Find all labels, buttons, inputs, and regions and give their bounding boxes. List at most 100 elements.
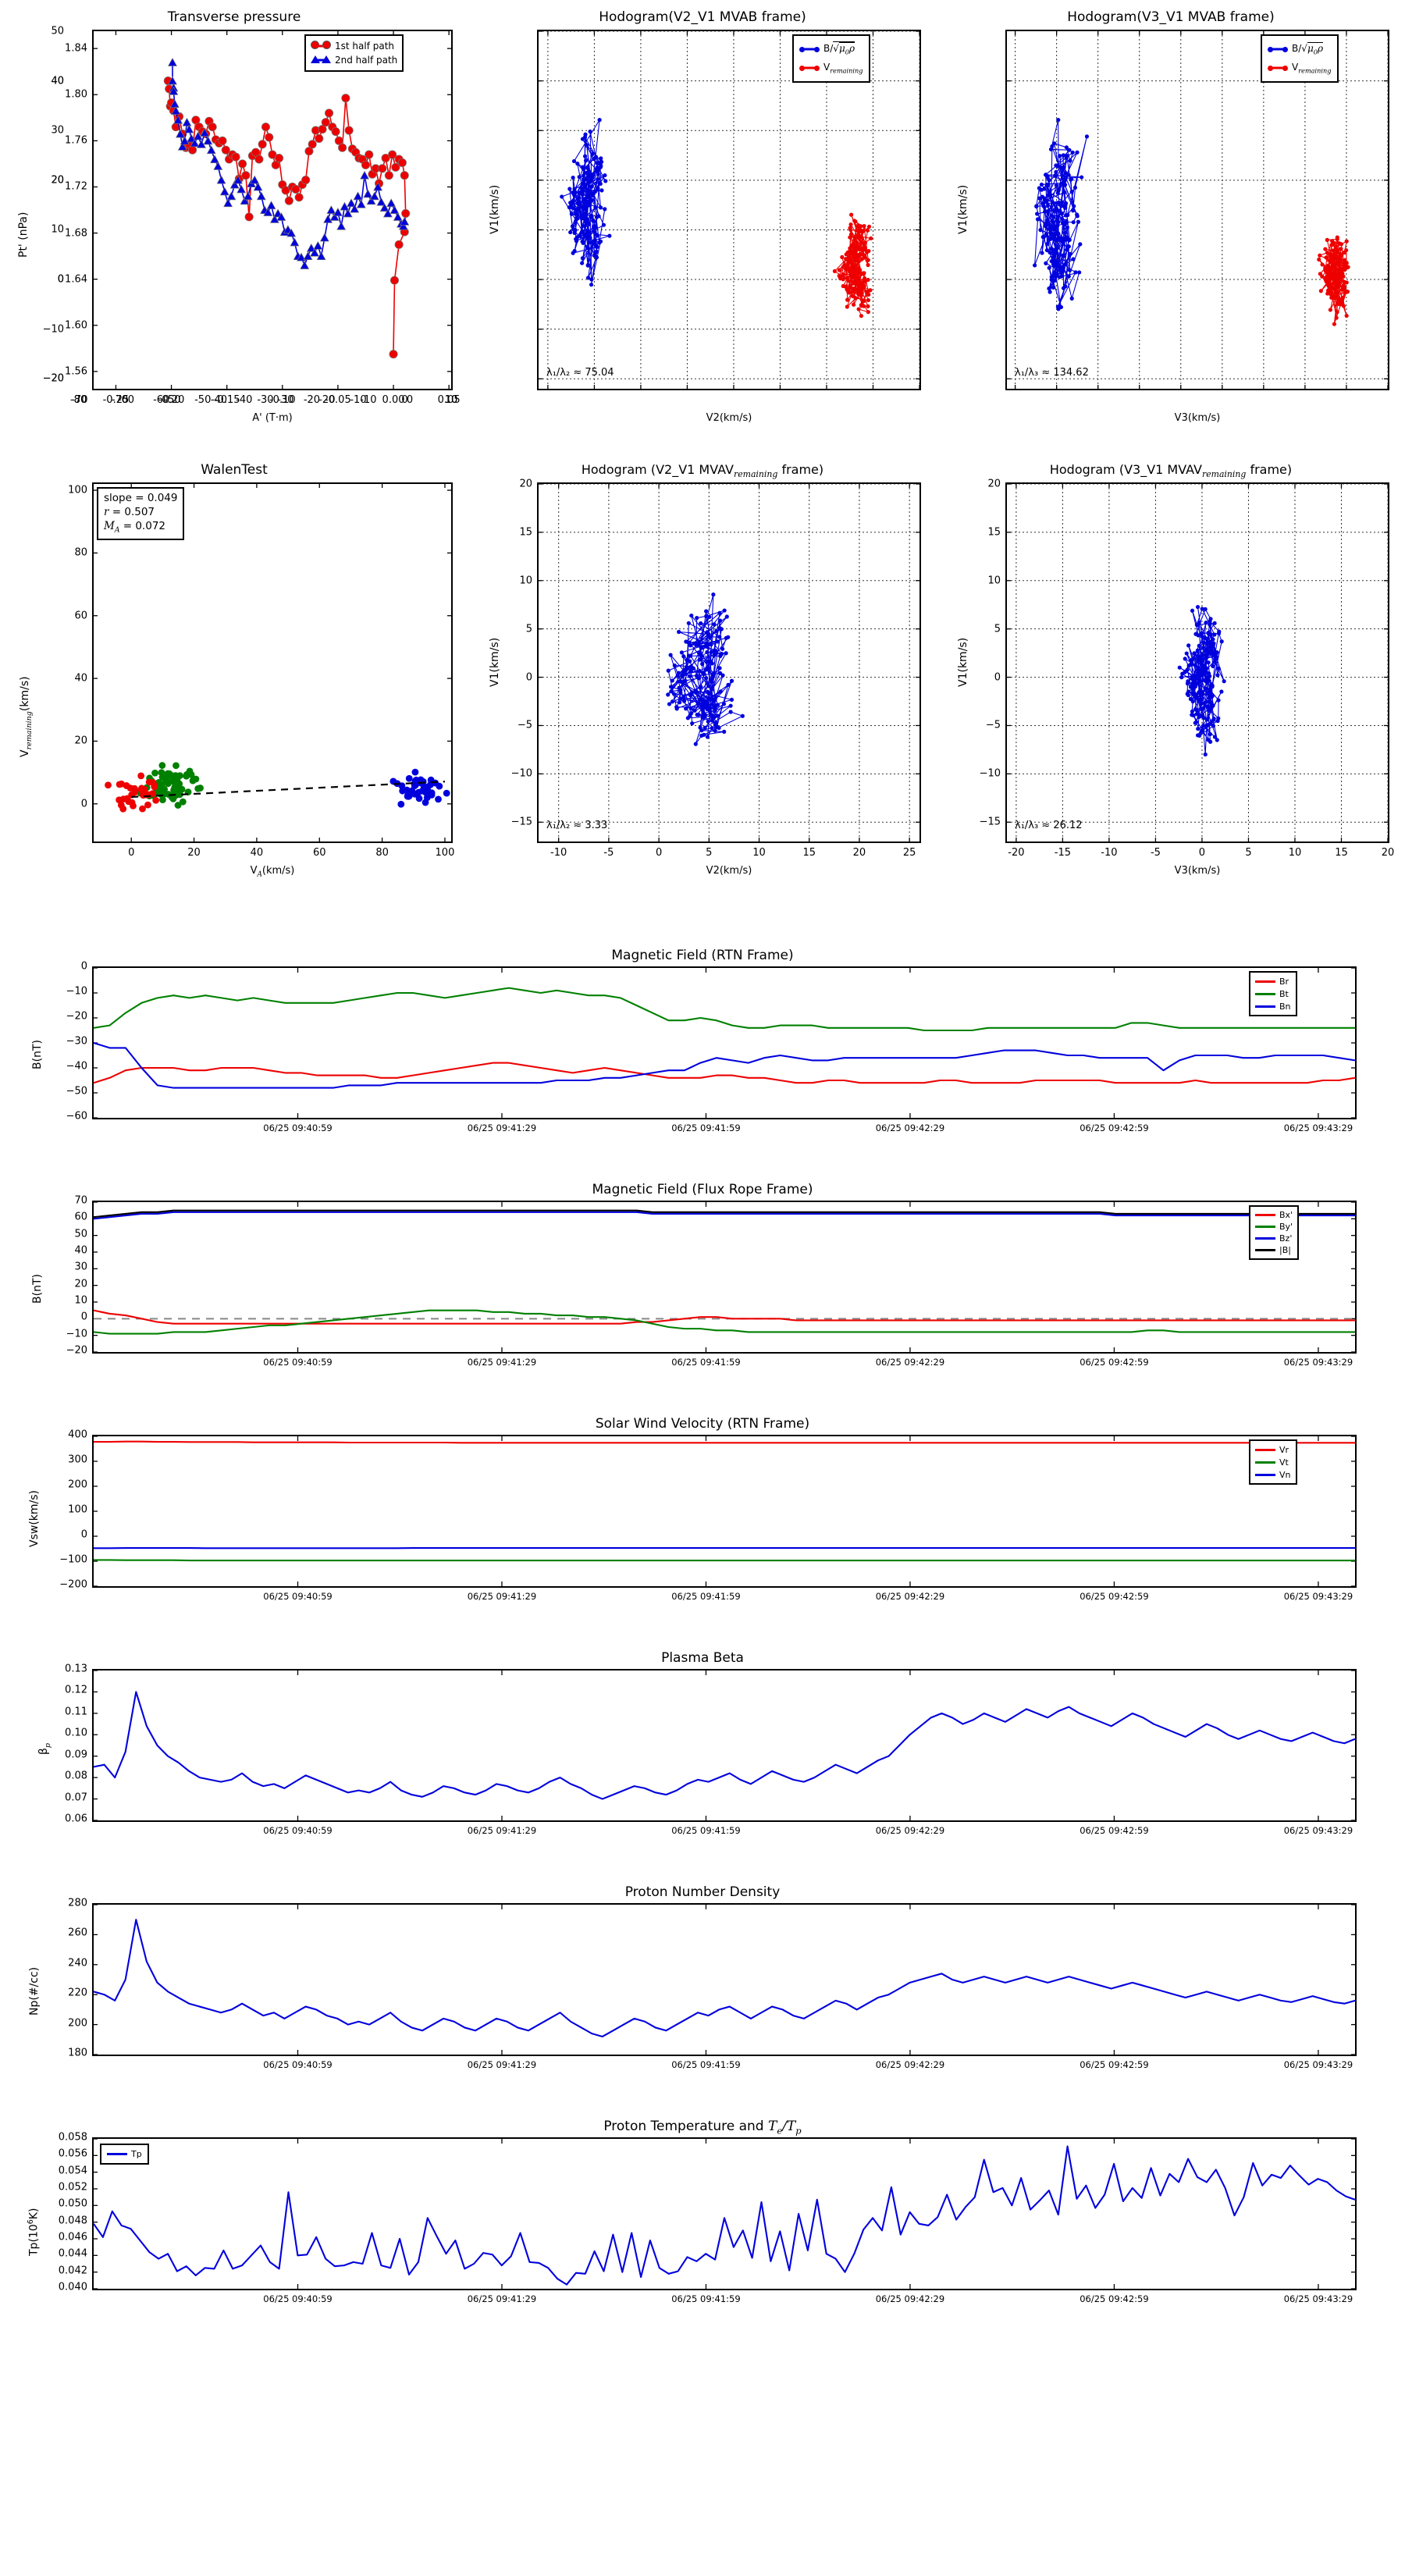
walen-test-data bbox=[94, 484, 451, 841]
alfven-mach-value: MA = 0.072 bbox=[104, 520, 165, 535]
axis-tick-label: 20 bbox=[51, 174, 64, 187]
axis-tick-label: −20 bbox=[42, 372, 64, 385]
axis-tick-label: 06/25 09:41:59 bbox=[671, 1591, 741, 1602]
axis-tick-label: 15 bbox=[802, 847, 816, 859]
axis-tick-label: 50 bbox=[74, 1228, 87, 1240]
legend-label: Vremaining bbox=[1292, 61, 1332, 75]
axis-tick-label: 06/25 09:41:29 bbox=[467, 1825, 537, 1836]
axis-tick-label: 06/25 09:41:59 bbox=[671, 1357, 741, 1368]
hodogram-v3v1-mvav-data bbox=[1007, 484, 1388, 841]
axis-tick-label: -50 bbox=[164, 394, 181, 406]
eigenvalue-ratio-annotation: λ₁/λ₃ ≈ 134.62 bbox=[1015, 367, 1089, 379]
axis-tick-label: 10 bbox=[51, 223, 64, 236]
axis-tick-label: 260 bbox=[68, 1927, 87, 1939]
axis-tick-label: 06/25 09:42:59 bbox=[1080, 1825, 1149, 1836]
y-axis-label: V1(km/s) bbox=[957, 184, 969, 234]
legend-row: B/√μ0ρ bbox=[1268, 40, 1332, 59]
legend-label: Br bbox=[1279, 976, 1289, 987]
legend-row: Bn bbox=[1255, 1000, 1291, 1012]
axis-tick-label: 0.13 bbox=[65, 1663, 87, 1675]
circle-marker-icon bbox=[311, 41, 331, 52]
axis-tick-label: −15 bbox=[979, 816, 1001, 828]
axis-tick-label: 280 bbox=[68, 1897, 87, 1909]
legend-magnetic-field-fluxrope: Bx' By' Bz' |B| bbox=[1249, 1205, 1300, 1260]
axis-tick-label: 25 bbox=[902, 847, 916, 859]
axis-tick-label: 0.046 bbox=[58, 2231, 87, 2243]
axis-tick-label: -0.20 bbox=[158, 394, 185, 406]
axis-tick-label: 0.10 bbox=[65, 1727, 87, 1739]
axis-tick-label: 0.08 bbox=[65, 1770, 87, 1782]
plot-area-hodogram-v2v1-mvav bbox=[537, 482, 921, 843]
legend-label: Bz' bbox=[1279, 1233, 1293, 1244]
axis-tick-label: −15 bbox=[510, 816, 532, 828]
axis-tick-label: 180 bbox=[68, 2047, 87, 2059]
panel-title: Hodogram(V3_V1 MVAB frame) bbox=[1067, 9, 1275, 25]
axis-tick-label: 0.044 bbox=[58, 2247, 87, 2260]
legend-label: Bn bbox=[1279, 1001, 1291, 1012]
axis-tick-label: 15 bbox=[987, 526, 1001, 539]
axis-tick-label: 10 bbox=[519, 575, 532, 587]
legend-label: B/√μ0ρ bbox=[1292, 41, 1324, 56]
axis-tick-label: 20 bbox=[987, 478, 1001, 490]
legend-label: Vt bbox=[1279, 1457, 1289, 1468]
axis-tick-label: 20 bbox=[187, 847, 201, 859]
axis-tick-label: -20 bbox=[303, 394, 321, 406]
axis-tick-label: -10 bbox=[1101, 847, 1118, 859]
axis-tick-label: 06/25 09:43:29 bbox=[1283, 1591, 1353, 1602]
axis-tick-label: 40 bbox=[74, 672, 87, 685]
axis-tick-label: −10 bbox=[510, 767, 532, 780]
legend-row: Vn bbox=[1255, 1468, 1291, 1481]
axis-tick-label: 06/25 09:42:59 bbox=[1080, 2293, 1149, 2304]
y-axis-label: Np(#/cc) bbox=[28, 1966, 41, 2016]
panel-title: Magnetic Field (Flux Rope Frame) bbox=[592, 1182, 813, 1197]
x-axis-label: V3(km/s) bbox=[1174, 412, 1221, 424]
axis-tick-label: -10 bbox=[550, 847, 567, 859]
axis-tick-label: 06/25 09:40:59 bbox=[263, 2293, 333, 2304]
axis-tick-label: −10 bbox=[42, 323, 64, 336]
plot-area-proton-temperature bbox=[92, 2137, 1357, 2290]
axis-tick-label: -20 bbox=[1008, 847, 1025, 859]
axis-tick-label: -80 bbox=[69, 394, 87, 406]
axis-tick-label: 06/25 09:40:59 bbox=[263, 1357, 333, 1368]
line-swatch-icon bbox=[1255, 1249, 1275, 1251]
axis-tick-label: 0.07 bbox=[65, 1791, 87, 1804]
axis-tick-label: 0 bbox=[994, 671, 1001, 684]
axis-tick-label: −5 bbox=[517, 719, 532, 731]
axis-tick-label: 06/25 09:41:29 bbox=[467, 2293, 537, 2304]
axis-tick-label: 0.042 bbox=[58, 2265, 87, 2277]
axis-tick-label: −60 bbox=[66, 1110, 87, 1123]
axis-tick-label: -0.05 bbox=[325, 394, 351, 406]
axis-tick-label: 40 bbox=[74, 1244, 87, 1257]
panel-title: WalenTest bbox=[201, 462, 268, 478]
legend-row: Bx' bbox=[1255, 1209, 1293, 1221]
axis-tick-label: 06/25 09:40:59 bbox=[263, 1591, 333, 1602]
axis-tick-label: −10 bbox=[979, 767, 1001, 780]
axis-tick-label: 0.052 bbox=[58, 2181, 87, 2194]
panel-title: Hodogram (V2_V1 MVAVremaining frame) bbox=[581, 462, 824, 480]
panel-title: Transverse pressure bbox=[167, 9, 301, 25]
axis-tick-label: 200 bbox=[68, 1478, 87, 1491]
proton-temperature-data bbox=[94, 2139, 1355, 2289]
solar-wind-velocity-data bbox=[94, 1436, 1355, 1586]
axis-tick-label: 300 bbox=[68, 1453, 87, 1466]
magnetic-field-rtn-data bbox=[94, 968, 1355, 1118]
axis-tick-label: 40 bbox=[51, 75, 64, 87]
y-axis-label: Tp(106K) bbox=[27, 2208, 41, 2256]
legend-proton-temperature: Tp bbox=[100, 2144, 149, 2165]
y-axis-label: Vsw(km/s) bbox=[28, 1489, 41, 1547]
axis-tick-label: 30 bbox=[74, 1261, 87, 1273]
axis-tick-label: 5 bbox=[1245, 847, 1252, 859]
panel-transverse-pressure: Transverse pressure Pt' (nPa) A' (T·m) 1… bbox=[0, 0, 468, 437]
axis-tick-label: 06/25 09:42:59 bbox=[1080, 2059, 1149, 2070]
axis-tick-label: 06/25 09:43:29 bbox=[1283, 2059, 1353, 2070]
panel-solar-wind-velocity: Solar Wind Velocity (RTN Frame) Vsw(km/s… bbox=[0, 1413, 1405, 1639]
axis-tick-label: 60 bbox=[312, 847, 326, 859]
axis-tick-label: -30 bbox=[277, 394, 294, 406]
axis-tick-label: −20 bbox=[42, 372, 64, 385]
axis-tick-label: 0.05 bbox=[437, 394, 461, 406]
axis-tick-label: 100 bbox=[68, 484, 87, 496]
axis-tick-label: 10 bbox=[74, 1294, 87, 1307]
axis-tick-label: 0.11 bbox=[65, 1706, 87, 1718]
axis-tick-label: -10 bbox=[350, 394, 367, 406]
